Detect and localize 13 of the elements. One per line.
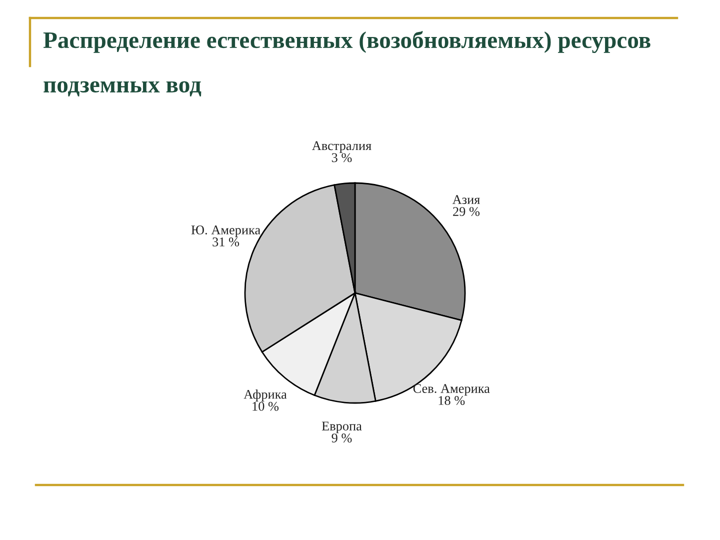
data-label: 9 % (332, 434, 352, 443)
data-label: 10 % (252, 402, 279, 411)
slice-label: Африка (244, 390, 287, 402)
slice-label: Азия (452, 195, 480, 204)
slice-label: Австралия (312, 141, 372, 153)
chart-title: Распределение естественных (возобновляемых) ресурсов подземных вод (43, 31, 650, 96)
data-label: 3 % (332, 153, 352, 162)
data-label: 29 % (453, 207, 480, 216)
slice-label: Европа (322, 422, 362, 434)
slice-label: Ю. Америка (191, 226, 260, 238)
data-label: 31 % (212, 237, 240, 246)
slice-label: Сев. Америка (413, 384, 490, 396)
data-label: 18 % (438, 396, 465, 405)
